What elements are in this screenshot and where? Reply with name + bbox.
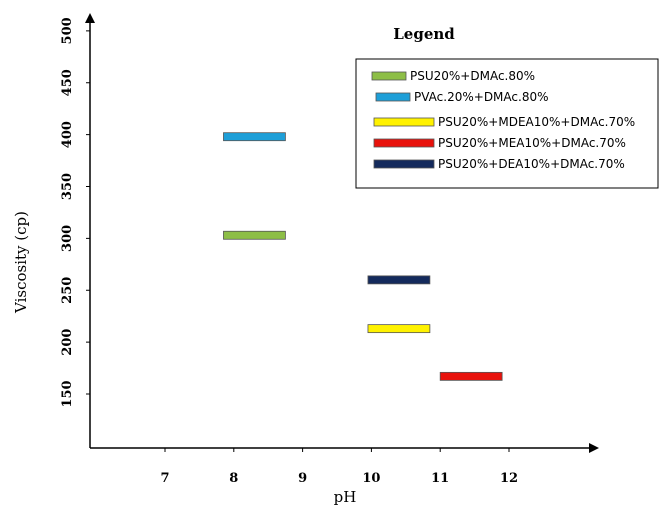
segment-bar [223, 132, 286, 142]
legend-items: PSU20%+DMAc.80% PVAc.20%+DMAc.80% PSU20%+M… [371, 69, 635, 171]
x-tick-label: 7 [160, 471, 169, 486]
legend-swatch [375, 92, 411, 102]
y-tick-label: 300 [60, 225, 75, 252]
y-axis-title: Viscosity (cp) [12, 211, 30, 314]
segment-bar [223, 230, 286, 240]
segment-bar [367, 275, 431, 285]
y-tick-label: 150 [60, 380, 75, 407]
legend-swatch [371, 71, 407, 81]
x-axis-title: pH [334, 488, 357, 506]
y-tick-label: 500 [60, 17, 75, 44]
y-tick-label: 250 [60, 277, 75, 304]
legend-swatch [373, 159, 435, 169]
y-tick-label: 400 [60, 121, 75, 148]
y-tick-label: 200 [60, 329, 75, 356]
data-segments [223, 132, 503, 381]
x-tick-labels: 7 8 9 10 11 12 [160, 448, 518, 486]
legend-label: PSU20%+DMAc.80% [410, 69, 535, 83]
x-tick-label: 9 [298, 471, 307, 486]
axes [85, 13, 599, 453]
x-tick-label: 11 [431, 471, 449, 486]
segment-bar [439, 371, 503, 381]
x-tick-label: 10 [362, 471, 380, 486]
legend-swatch [373, 138, 435, 148]
segment-bar [367, 324, 431, 334]
x-tick-label: 12 [500, 471, 518, 486]
y-tick-label: 450 [60, 69, 75, 96]
legend-label: PSU20%+DEA10%+DMAc.70% [438, 157, 625, 171]
legend-title: Legend [393, 25, 455, 43]
legend-label: PSU20%+MEA10%+DMAc.70% [438, 136, 626, 150]
x-tick-label: 8 [229, 471, 238, 486]
legend-swatch [373, 117, 435, 127]
legend-label: PVAc.20%+DMAc.80% [414, 90, 549, 104]
y-tick-labels: 150 200 250 300 350 400 450 500 [60, 17, 90, 408]
legend-label: PSU20%+MDEA10%+DMAc.70% [438, 115, 635, 129]
y-tick-label: 350 [60, 173, 75, 200]
